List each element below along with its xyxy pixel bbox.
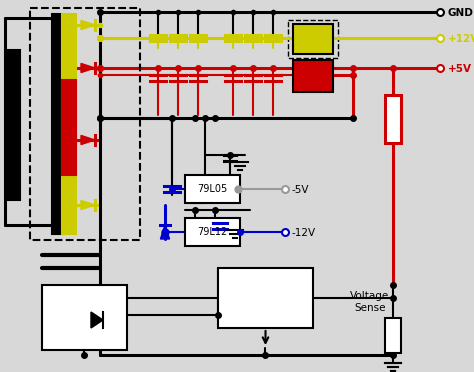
Polygon shape — [161, 225, 170, 239]
Text: Controller: Controller — [240, 311, 292, 321]
Text: 79L12: 79L12 — [197, 227, 228, 237]
Polygon shape — [81, 64, 95, 73]
Bar — [288, 20, 338, 58]
Text: -5V: -5V — [292, 185, 310, 195]
Bar — [62, 14, 76, 234]
Bar — [30, 8, 140, 240]
Bar — [185, 218, 240, 246]
Bar — [185, 175, 240, 203]
Text: GND: GND — [448, 8, 474, 18]
Bar — [293, 24, 333, 54]
Text: Sense: Sense — [354, 303, 386, 313]
Polygon shape — [81, 20, 95, 29]
Text: +5V: +5V — [448, 64, 472, 74]
Bar — [218, 268, 313, 328]
Bar — [52, 14, 62, 234]
Text: -12V: -12V — [292, 228, 316, 238]
Polygon shape — [81, 201, 95, 209]
Text: SMPS: SMPS — [251, 299, 280, 309]
Bar — [293, 60, 333, 92]
Bar — [8, 50, 20, 200]
Bar — [385, 318, 401, 353]
Text: +12V: +12V — [448, 34, 474, 44]
Text: Voltage: Voltage — [350, 291, 390, 301]
Bar — [62, 80, 76, 175]
Text: Single: Single — [249, 275, 282, 285]
Bar — [385, 95, 401, 143]
Text: 79L05: 79L05 — [197, 184, 228, 194]
Polygon shape — [91, 312, 103, 328]
Text: Voltage: Voltage — [246, 287, 285, 297]
Polygon shape — [81, 135, 95, 145]
Bar — [42, 285, 127, 350]
